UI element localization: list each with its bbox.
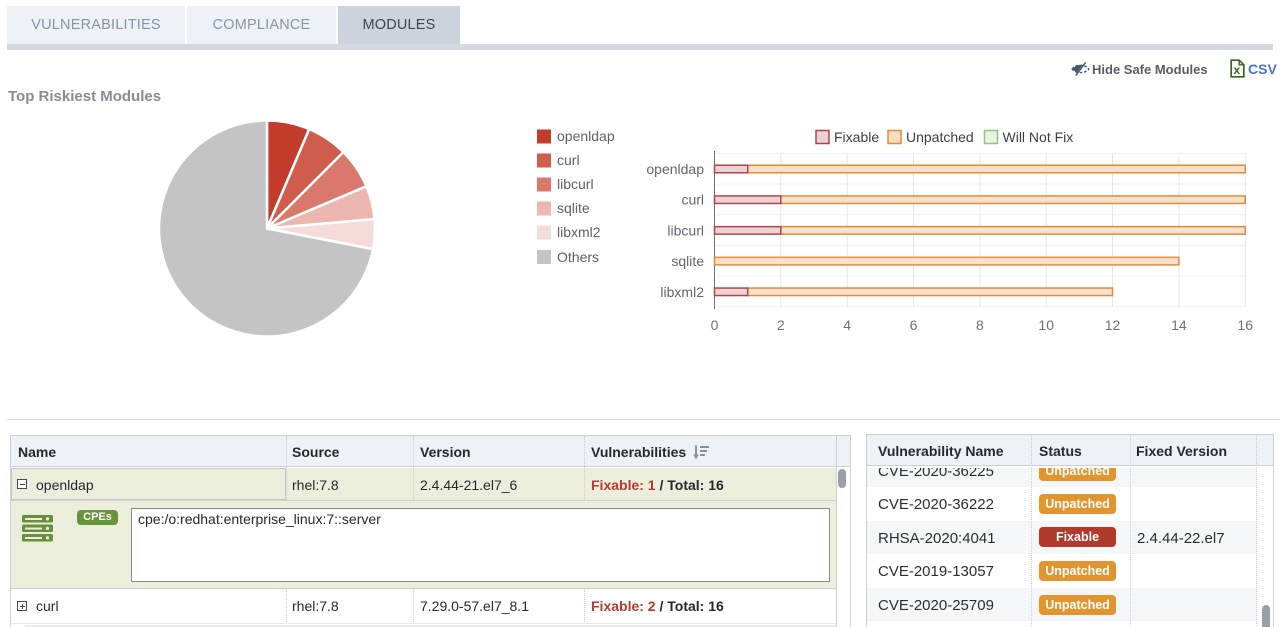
svg-text:libxml2: libxml2 (660, 284, 704, 300)
svg-text:openldap: openldap (557, 128, 615, 144)
svg-text:x: x (1234, 63, 1241, 77)
svg-text:Others: Others (557, 249, 599, 265)
svg-text:16: 16 (1237, 317, 1253, 333)
svg-text:4: 4 (843, 317, 851, 333)
svg-text:Fixable: Fixable (834, 129, 879, 145)
svg-text:Will Not Fix: Will Not Fix (1003, 129, 1074, 145)
svg-text:curl: curl (557, 152, 580, 168)
svg-text:sqlite: sqlite (557, 200, 590, 216)
svg-text:openldap: openldap (646, 161, 704, 177)
svg-text:6: 6 (910, 317, 918, 333)
svg-text:Unpatched: Unpatched (906, 129, 974, 145)
svg-text:libxml2: libxml2 (557, 224, 601, 240)
svg-text:sqlite: sqlite (671, 253, 704, 269)
svg-text:libcurl: libcurl (667, 222, 704, 238)
svg-text:0: 0 (711, 317, 719, 333)
svg-text:12: 12 (1105, 317, 1121, 333)
svg-text:8: 8 (976, 317, 984, 333)
svg-text:14: 14 (1171, 317, 1187, 333)
svg-text:libcurl: libcurl (557, 176, 594, 192)
svg-text:curl: curl (681, 192, 704, 208)
svg-text:10: 10 (1038, 317, 1054, 333)
svg-text:2: 2 (777, 317, 785, 333)
